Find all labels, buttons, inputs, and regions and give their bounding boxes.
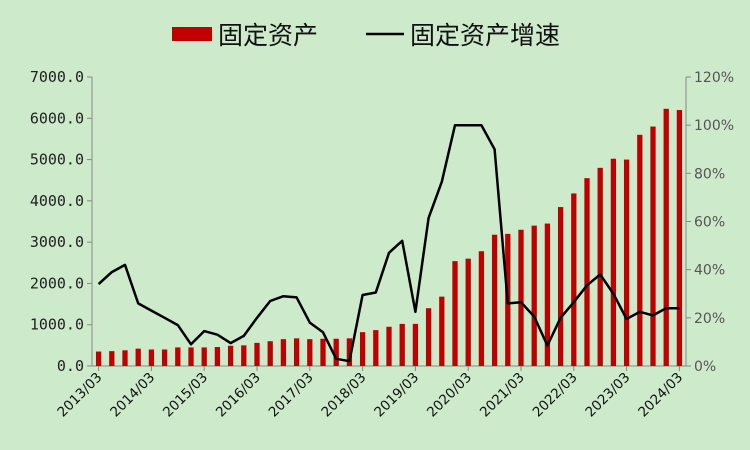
bar bbox=[333, 338, 339, 366]
bar bbox=[412, 323, 419, 366]
bar bbox=[491, 234, 498, 366]
bar bbox=[95, 351, 102, 366]
y-right-tick-label: 100% bbox=[694, 118, 734, 134]
y-left-tick-label: 2000.0 bbox=[30, 274, 84, 292]
bar bbox=[386, 326, 392, 366]
x-tick-label: 2014/03 bbox=[107, 370, 158, 421]
bar bbox=[425, 308, 432, 366]
x-tick-label: 2016/03 bbox=[213, 370, 264, 421]
x-tick-label: 2023/03 bbox=[582, 370, 633, 421]
bar bbox=[307, 339, 313, 366]
bar bbox=[320, 338, 326, 366]
y-right-tick-label: 40% bbox=[694, 263, 725, 279]
bar bbox=[109, 351, 115, 366]
bar bbox=[254, 342, 260, 366]
legend-label-fixed-assets: 固定资产 bbox=[218, 21, 318, 50]
bar bbox=[439, 296, 445, 366]
bar bbox=[478, 251, 485, 366]
bar bbox=[359, 332, 366, 366]
bar bbox=[531, 225, 537, 366]
bar bbox=[161, 349, 168, 366]
y-right-tick-label: 20% bbox=[694, 311, 725, 327]
bar bbox=[597, 167, 603, 366]
bar bbox=[637, 134, 643, 366]
bar bbox=[135, 348, 141, 366]
bar-series-fixed-assets bbox=[95, 108, 683, 367]
y-right-tick-label: 0% bbox=[694, 359, 716, 375]
legend-label-growth: 固定资产增速 bbox=[410, 21, 560, 50]
x-tick-label: 2024/03 bbox=[635, 370, 686, 421]
y-right-tick-label: 80% bbox=[694, 166, 725, 182]
y-left-tick-label: 7000.0 bbox=[30, 68, 84, 86]
bar bbox=[122, 350, 128, 366]
x-tick-label: 2019/03 bbox=[371, 370, 422, 421]
x-tick-label: 2021/03 bbox=[477, 370, 528, 421]
growth-line bbox=[97, 123, 680, 363]
bar bbox=[663, 108, 669, 366]
y-left-tick-label: 4000.0 bbox=[30, 192, 84, 210]
bar bbox=[399, 323, 405, 366]
y-left-tick-label: 5000.0 bbox=[30, 151, 84, 169]
bar bbox=[175, 347, 181, 366]
bar bbox=[584, 178, 590, 366]
bar bbox=[557, 207, 564, 366]
bar bbox=[280, 339, 287, 366]
bar bbox=[518, 229, 524, 366]
bar bbox=[610, 158, 617, 366]
x-tick-label: 2020/03 bbox=[424, 370, 475, 421]
legend: 固定资产 固定资产增速 bbox=[172, 21, 560, 50]
bar bbox=[267, 341, 273, 366]
bar bbox=[373, 330, 379, 366]
bar bbox=[452, 261, 458, 366]
bar bbox=[241, 345, 247, 366]
x-tick-label: 2022/03 bbox=[530, 370, 581, 421]
bar bbox=[227, 345, 234, 366]
bar bbox=[346, 338, 353, 366]
bar bbox=[188, 347, 194, 366]
x-tick-label: 2013/03 bbox=[54, 370, 105, 421]
bar bbox=[571, 193, 577, 366]
bar bbox=[148, 349, 155, 366]
y-left-tick-label: 0.0 bbox=[57, 357, 84, 375]
x-tick-label: 2018/03 bbox=[318, 370, 369, 421]
bar bbox=[623, 159, 630, 366]
bar bbox=[465, 258, 471, 366]
y-left-tick-label: 6000.0 bbox=[30, 109, 84, 127]
legend-swatch-fixed-assets bbox=[172, 27, 212, 41]
bar bbox=[544, 223, 551, 366]
bar bbox=[214, 347, 221, 366]
y-left-tick-label: 3000.0 bbox=[30, 233, 84, 251]
bar bbox=[293, 338, 300, 366]
y-left-tick-label: 1000.0 bbox=[30, 316, 84, 334]
x-tick-label: 2015/03 bbox=[160, 370, 211, 421]
y-right-tick-label: 60% bbox=[694, 215, 725, 231]
bar bbox=[676, 110, 683, 367]
line-series-growth bbox=[97, 123, 680, 363]
bar bbox=[201, 347, 207, 366]
x-tick-label: 2017/03 bbox=[266, 370, 317, 421]
bar bbox=[650, 126, 656, 367]
y-right-tick-label: 120% bbox=[694, 70, 734, 86]
